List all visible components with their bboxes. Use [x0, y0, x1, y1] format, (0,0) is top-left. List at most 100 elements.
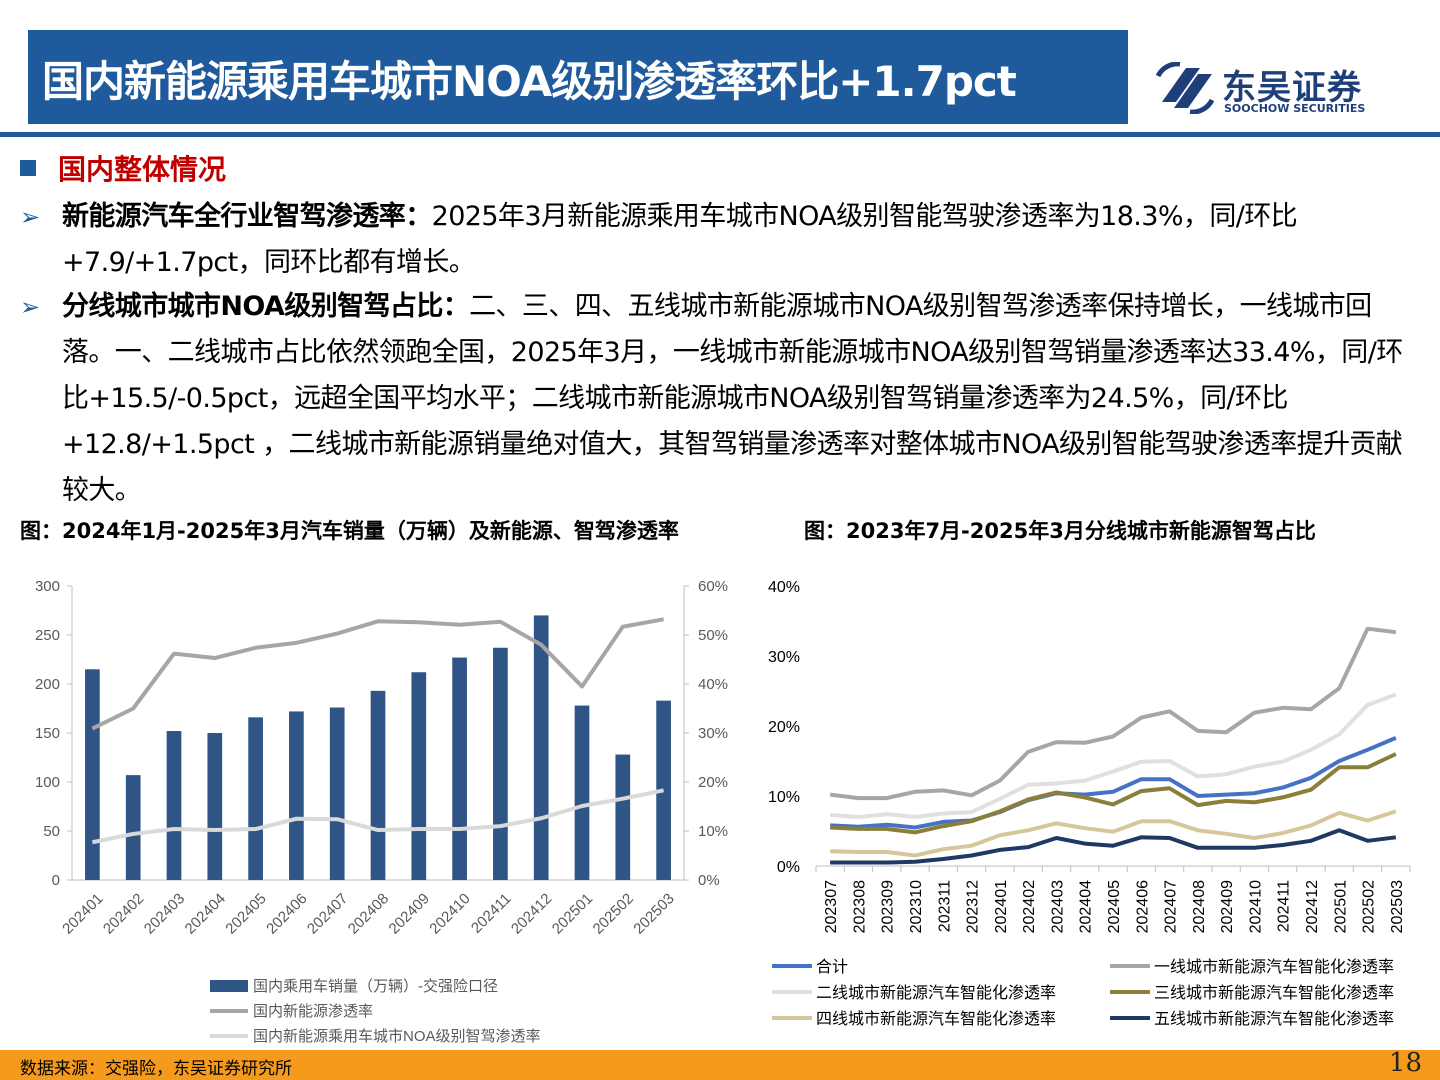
right-y-tick-label: 10%: [698, 823, 728, 840]
y-tick-label: 0%: [777, 859, 800, 876]
sales-bar: [166, 731, 182, 880]
x-tick-label: 202412: [508, 890, 555, 937]
x-tick-label: 202403: [1049, 880, 1066, 933]
x-tick-label: 202411: [468, 890, 515, 937]
left-figure-title: 图：2024年1月-2025年3月汽车销量（万辆）及新能源、智驾渗透率: [20, 519, 679, 543]
legend-label: 国内新能源乘用车城市NOA级别智驾渗透率: [253, 1027, 541, 1045]
noa-penetration-line: [91, 788, 665, 845]
legend-swatch-bar: [210, 980, 248, 992]
bullet-2: ➢ 分线城市城市NOA级别智驾占比：二、三、四、五线城市新能源城市NOA级别智驾…: [20, 284, 1420, 514]
x-tick-label: 202402: [1021, 880, 1038, 933]
x-tick-label: 202401: [59, 890, 106, 937]
section-heading-text: 国内整体情况: [58, 153, 227, 186]
left-y-tick-label: 150: [35, 725, 60, 742]
nev-penetration-line: [91, 617, 664, 731]
bullet-1-body: 2025年3月新能源乘用车城市NOA级别智能驾驶渗透率为18.3%，同/环比+7…: [62, 201, 1298, 278]
left-y-tick-label: 100: [35, 774, 60, 791]
x-tick-label: 202409: [1219, 880, 1236, 933]
sales-bar: [329, 707, 345, 880]
y-tick-label: 30%: [768, 649, 800, 666]
logo-text-en: SOOCHOW SECURITIES: [1224, 102, 1366, 115]
right-y-tick-label: 50%: [698, 627, 728, 644]
left-y-tick-label: 0: [52, 872, 60, 889]
tier4-line: [830, 809, 1397, 858]
footer-bar: 数据来源：交强险，东吴证券研究所 18: [0, 1048, 1440, 1080]
total-line: [830, 736, 1397, 830]
bullet-1: ➢ 新能源汽车全行业智驾渗透率：2025年3月新能源乘用车城市NOA级别智能驾驶…: [20, 194, 1420, 286]
x-tick-label: 202406: [1134, 880, 1151, 933]
square-bullet-icon: [20, 160, 36, 176]
tier2-line: [829, 692, 1397, 819]
right-chart-svg: 0% 10% 20% 30% 40% 202307 202308 202309 202310 20…: [768, 579, 1411, 1028]
x-tick-label: 202412: [1304, 880, 1321, 933]
sales-bar: [370, 690, 386, 880]
x-tick-label: 202503: [630, 890, 677, 937]
x-tick-label: 202410: [1247, 880, 1264, 933]
arrow-bullet-icon: ➢: [20, 293, 41, 321]
sales-bar: [452, 657, 467, 880]
arrow-bullet-icon: ➢: [20, 203, 41, 231]
x-tick-label: 202411: [1276, 880, 1293, 932]
tier3-line: [830, 752, 1397, 835]
x-tick-label: 202308: [851, 880, 868, 933]
left-y-tick-label: 50: [43, 823, 60, 840]
x-tick-label: 202407: [1163, 880, 1180, 933]
right-chart: 0% 10% 20% 30% 40% 202307 202308 202309 202310 20…: [752, 560, 1440, 1050]
x-tick-label: 202401: [993, 880, 1010, 933]
y-tick-label: 10%: [768, 789, 800, 806]
x-tick-label: 202407: [304, 890, 351, 937]
x-tick-label: 202405: [1106, 880, 1123, 933]
x-tick-label: 202312: [965, 880, 982, 933]
right-y-tick-label: 20%: [698, 774, 728, 791]
bullet-2-lead: 分线城市城市NOA级别智驾占比：: [62, 291, 470, 322]
x-tick-label: 202503: [1389, 880, 1406, 933]
x-tick-label: 202502: [1361, 880, 1378, 933]
legend-label: 二线城市新能源汽车智能化渗透率: [816, 984, 1056, 1002]
sales-bar: [207, 733, 223, 880]
x-tick-label: 202402: [100, 890, 147, 937]
x-tick-label: 202501: [549, 890, 596, 937]
y-tick-label: 40%: [768, 579, 800, 596]
x-tick-label: 202410: [426, 890, 473, 937]
sales-bar: [411, 672, 427, 880]
legend-label: 国内乘用车销量（万辆）-交强险口径: [253, 977, 498, 995]
right-y-tick-label: 60%: [698, 578, 728, 595]
x-tick-label: 202501: [1332, 880, 1349, 933]
left-y-tick-label: 250: [35, 627, 60, 644]
x-tick-label: 202404: [1078, 880, 1095, 933]
company-logo: 东吴证券 SOOCHOW SECURITIES: [1150, 56, 1420, 120]
right-y-tick-label: 40%: [698, 676, 728, 693]
left-y-tick-label: 200: [35, 676, 60, 693]
right-figure-title: 图：2023年7月-2025年3月分线城市新能源智驾占比: [804, 519, 1316, 543]
title-bar: 国内新能源乘用车城市NOA级别渗透率环比+1.7pct: [28, 30, 1128, 124]
bullet-1-lead: 新能源汽车全行业智驾渗透率：: [62, 201, 432, 232]
x-tick-label: 202405: [222, 890, 269, 937]
legend-label: 三线城市新能源汽车智能化渗透率: [1154, 984, 1394, 1002]
x-tick-label: 202311: [936, 880, 953, 932]
section-heading: 国内整体情况: [20, 148, 226, 188]
x-tick-label: 202406: [263, 890, 310, 937]
sales-bar: [615, 754, 631, 880]
x-tick-label: 202404: [182, 890, 229, 937]
left-chart: 0 50 100 150 200 250 300 0% 10% 20% 30% 40% 50% 60% 20…: [20, 560, 740, 1050]
x-tick-label: 202310: [908, 880, 925, 933]
page-title: 国内新能源乘用车城市NOA级别渗透率环比+1.7pct: [42, 57, 1017, 106]
x-tick-label: 202408: [1191, 880, 1208, 933]
soochow-logo-icon: [1156, 62, 1214, 114]
legend-label: 国内新能源渗透率: [253, 1003, 373, 1020]
legend-label: 一线城市新能源汽车智能化渗透率: [1154, 958, 1394, 976]
x-tick-label: 202408: [345, 890, 392, 937]
x-tick-label: 202309: [880, 880, 897, 933]
bullet-2-text: 分线城市城市NOA级别智驾占比：二、三、四、五线城市新能源城市NOA级别智驾渗透…: [62, 284, 1420, 514]
tier1-line: [829, 626, 1397, 801]
sales-bar: [533, 615, 549, 880]
legend-label: 五线城市新能源汽车智能化渗透率: [1154, 1010, 1394, 1028]
legend-label: 合计: [816, 958, 848, 976]
x-tick-label: 202409: [386, 890, 433, 937]
right-y-tick-label: 30%: [698, 725, 728, 742]
x-tick-label: 202403: [141, 890, 188, 937]
sales-bar: [289, 711, 304, 880]
sales-bar: [125, 775, 141, 880]
sales-bar: [574, 705, 590, 880]
data-source: 数据来源：交强险，东吴证券研究所: [20, 1059, 292, 1079]
